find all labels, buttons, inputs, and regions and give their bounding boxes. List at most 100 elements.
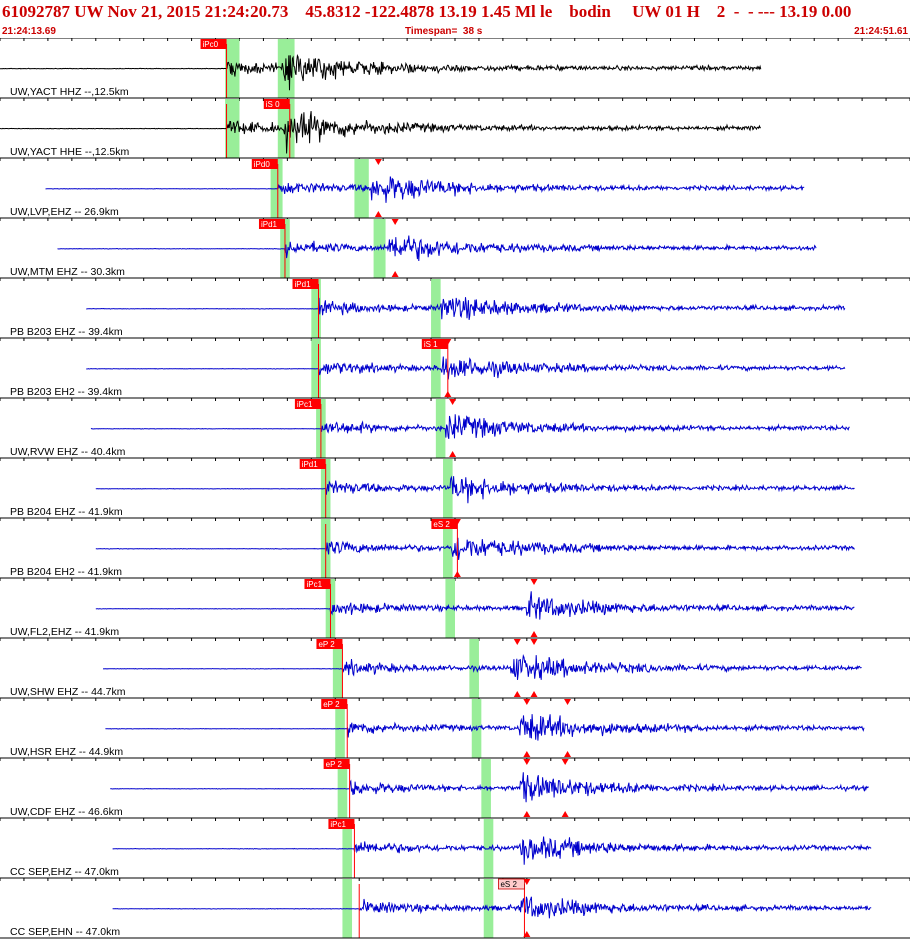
trace-row: eS 2 CC SEP,EHN -- 47.0km (0, 877, 910, 938)
waveform (112, 896, 872, 919)
amplitude-flag (530, 579, 538, 585)
waveform (95, 591, 855, 620)
waveform (57, 235, 817, 262)
amplitude-flag (513, 691, 521, 697)
amplitude-flag (523, 759, 531, 765)
station-label: PB B204 EH2 -- 41.9km (10, 566, 122, 578)
station-label: CC SEP,EHN -- 47.0km (10, 926, 120, 938)
amplitude-flag (523, 879, 531, 885)
amplitude-flag (561, 759, 569, 765)
pick-label: iPd1 (302, 460, 319, 469)
arrival-window (481, 759, 491, 818)
amplitude-flag (564, 751, 572, 757)
amplitude-flag (374, 159, 382, 165)
waveform (105, 714, 865, 741)
timespan-label: Timespan= 38 s (405, 26, 483, 37)
trace-row: iS 0 UW,YACT HHE --,12.5km (0, 97, 910, 158)
amplitude-flag (530, 691, 538, 697)
pick-label: iPc0 (203, 40, 219, 49)
waveform (86, 356, 846, 380)
station-label: UW,FL2,EHZ -- 41.9km (10, 626, 119, 638)
pick-label-box[interactable] (431, 519, 458, 529)
station-label: UW,YACT HHE --,12.5km (10, 146, 129, 158)
amplitude-flag (391, 271, 399, 277)
trace-row: eP 2 UW,CDF EHZ -- 46.6km (0, 757, 910, 818)
trace-row: iPd1 PB B204 EHZ -- 41.9km (0, 457, 910, 518)
pick-label: iS 1 (424, 340, 438, 349)
header: 61092787 UW Nov 21, 2015 21:24:20.73 45.… (0, 0, 910, 38)
pick-label-box[interactable] (304, 579, 331, 589)
amplitude-flag (561, 811, 569, 817)
station-label: UW,SHW EHZ -- 44.7km (10, 686, 126, 698)
pick-label-box[interactable] (299, 459, 326, 469)
pick-label-box[interactable] (292, 279, 319, 289)
trace-row: iPc1 UW,FL2,EHZ -- 41.9km (0, 577, 910, 638)
station-label: CC SEP,EHZ -- 47.0km (10, 866, 119, 878)
amplitude-flag (523, 699, 531, 705)
trace-row: iPd0 UW,LVP,EHZ -- 26.9km (0, 157, 910, 218)
station-label: UW,LVP,EHZ -- 26.9km (10, 206, 119, 218)
pick-label: eS 2 (500, 880, 517, 889)
station-label: UW,MTM EHZ -- 30.3km (10, 266, 125, 278)
amplitude-flag (391, 219, 399, 225)
waveform (102, 654, 862, 680)
pick-label: eP 2 (326, 760, 343, 769)
waveform (95, 537, 855, 560)
amplitude-flag (444, 339, 452, 345)
station-label: PB B203 EH2 -- 39.4km (10, 386, 122, 398)
amplitude-flag (453, 519, 461, 525)
pick-label: iS 0 (266, 100, 280, 109)
waveform (90, 414, 850, 439)
amplitude-flag (374, 211, 382, 217)
arrival-window (443, 459, 453, 518)
amplitude-flag (449, 451, 457, 457)
pick-label-box[interactable] (316, 639, 343, 649)
end-time: 21:24:51.61 (854, 26, 908, 37)
trace-row: eS 2 PB B204 EH2 -- 41.9km (0, 517, 910, 578)
trace-row: iPc1 CC SEP,EHZ -- 47.0km (0, 817, 910, 878)
pick-label-box[interactable] (200, 39, 227, 49)
waveform (95, 475, 855, 504)
pick-label-box[interactable] (328, 819, 355, 829)
trace-row: eP 2 UW,HSR EHZ -- 44.9km (0, 697, 910, 758)
amplitude-flag (444, 391, 452, 397)
pick-label-box[interactable] (421, 339, 448, 349)
waveform (0, 53, 762, 91)
trace-row: iPc1 UW,RVW EHZ -- 40.4km (0, 397, 910, 458)
amplitude-flag (523, 811, 531, 817)
waveform (112, 836, 872, 865)
pick-label-box[interactable] (263, 99, 290, 109)
pick-label-box[interactable] (321, 699, 348, 709)
station-label: UW,YACT HHZ --,12.5km (10, 86, 129, 98)
pick-label: iPc1 (330, 820, 346, 829)
pick-label-box[interactable] (251, 159, 278, 169)
station-label: UW,CDF EHZ -- 46.6km (10, 806, 123, 818)
amplitude-flag (564, 699, 572, 705)
trace-row: iS 1 PB B203 EH2 -- 39.4km (0, 337, 910, 398)
waveform (110, 772, 869, 803)
waveform (45, 176, 805, 203)
arrival-window (373, 219, 386, 278)
amplitude-flag (513, 639, 521, 645)
pick-label-box[interactable] (323, 759, 350, 769)
pick-label: iPc1 (306, 580, 322, 589)
amplitude-flag (453, 571, 461, 577)
trace-row: iPc0 UW,YACT HHZ --,12.5km (0, 38, 910, 98)
pick-label: iPd0 (254, 160, 271, 169)
start-time: 21:24:13.69 (2, 26, 56, 37)
pick-label: eP 2 (323, 700, 340, 709)
waveform (0, 111, 762, 154)
station-label: UW,HSR EHZ -- 44.9km (10, 746, 123, 758)
station-label: UW,RVW EHZ -- 40.4km (10, 446, 126, 458)
pick-label-box[interactable] (294, 399, 321, 409)
event-title: 61092787 UW Nov 21, 2015 21:24:20.73 45.… (2, 2, 852, 21)
arrival-window (443, 519, 453, 578)
pick-label-box[interactable] (498, 878, 525, 890)
pick-label-box[interactable] (258, 219, 285, 229)
amplitude-flag (530, 631, 538, 637)
amplitude-flag (530, 639, 538, 645)
trace-row: eP 2 UW,SHW EHZ -- 44.7km (0, 637, 910, 698)
amplitude-flag (523, 931, 531, 937)
pick-label: eP 2 (318, 640, 335, 649)
station-label: PB B204 EHZ -- 41.9km (10, 506, 123, 518)
